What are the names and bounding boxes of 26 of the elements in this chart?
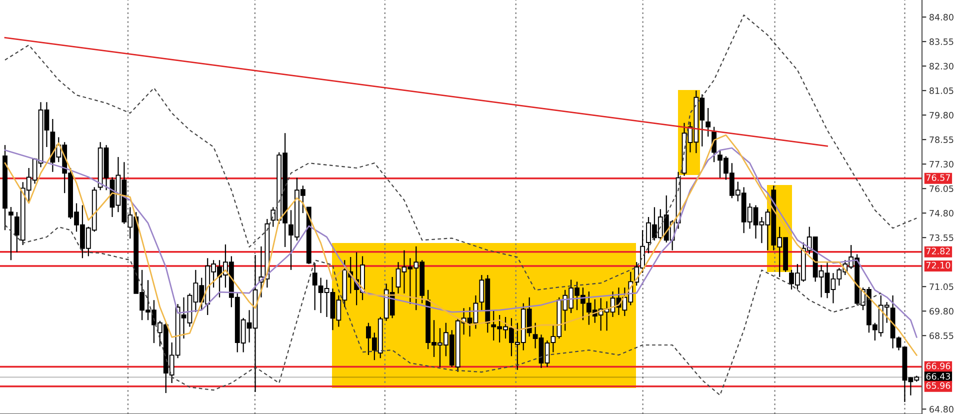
ref-line-label: 72.10 bbox=[926, 262, 950, 269]
candlestick bbox=[312, 262, 318, 311]
line-series bbox=[4, 224, 882, 396]
y-tick-label: 76.05 bbox=[930, 185, 954, 192]
ref-line-label: 72.82 bbox=[926, 248, 950, 254]
candlestick bbox=[706, 107, 711, 138]
y-tick-label: 83.55 bbox=[930, 38, 954, 46]
y-tick-label: 79.80 bbox=[930, 112, 954, 119]
ref-line-label: 66.96 bbox=[926, 362, 950, 370]
y-tick-label: 71.05 bbox=[930, 283, 954, 290]
y-tick-label: 73.55 bbox=[930, 234, 954, 242]
y-tick-label: 68.55 bbox=[930, 332, 954, 340]
y-tick-label: 82.30 bbox=[930, 62, 954, 70]
y-tick-label: 84.80 bbox=[930, 14, 954, 21]
y-tick-label: 74.80 bbox=[930, 210, 954, 217]
y-tick-label: 69.80 bbox=[930, 308, 954, 315]
ref-line-label: 76.57 bbox=[926, 174, 950, 181]
y-tick-label: 77.30 bbox=[930, 160, 954, 168]
ref-line-label: 65.96 bbox=[926, 382, 950, 389]
y-tick-label: 78.55 bbox=[930, 136, 954, 144]
line-series bbox=[4, 14, 918, 291]
y-tick-label: 81.05 bbox=[930, 87, 954, 94]
candlestick bbox=[8, 206, 14, 261]
y-tick-label: 64.80 bbox=[930, 406, 954, 413]
ref-line-label: 66.43 bbox=[926, 373, 950, 380]
candlestick bbox=[712, 126, 717, 163]
